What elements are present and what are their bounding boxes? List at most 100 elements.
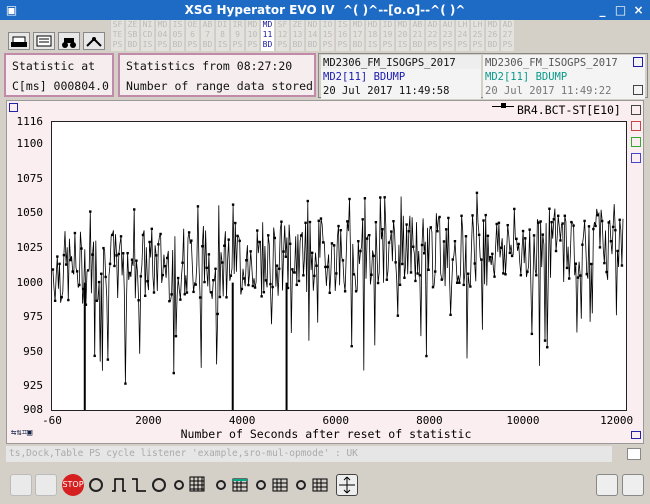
machine-cell-8[interactable]: IR 9 PS xyxy=(230,20,244,51)
pulse-icon[interactable] xyxy=(111,477,133,499)
screen-print-icon[interactable] xyxy=(33,32,55,50)
data-point xyxy=(517,242,520,246)
dot-icon[interactable] xyxy=(174,480,184,490)
dot-icon-3[interactable] xyxy=(256,480,266,490)
data-point xyxy=(128,271,132,275)
data-point xyxy=(297,279,301,283)
machine-cell-21[interactable]: AD 22 PS xyxy=(425,20,439,51)
maximize-icon[interactable]: □ xyxy=(614,3,627,17)
series-toggle-1[interactable] xyxy=(631,105,641,115)
data-point xyxy=(521,229,525,233)
machine-cell-9[interactable]: MD 10 PS xyxy=(245,20,259,51)
data-point xyxy=(319,217,323,220)
data-point xyxy=(390,230,393,233)
zoom-icon[interactable] xyxy=(9,103,18,112)
data-point xyxy=(229,274,233,277)
table-icon[interactable] xyxy=(232,476,254,498)
machine-cell-16[interactable]: MD 17 BD xyxy=(350,20,364,51)
machine-cell-3[interactable]: MD 04 PS xyxy=(155,20,169,51)
data-point xyxy=(539,220,542,223)
data-point xyxy=(324,265,327,269)
machine-cell-22[interactable]: AU 23 PS xyxy=(440,20,454,51)
machine-cell-2[interactable]: NI CD IS xyxy=(140,20,154,51)
machine-cell-text: IS xyxy=(397,40,408,49)
series-toggle-3[interactable] xyxy=(631,137,641,147)
machine-cell-text: IS xyxy=(367,40,378,49)
close-panel-icon[interactable] xyxy=(633,57,643,67)
y-tick-label: 950 xyxy=(23,344,43,358)
data-point xyxy=(524,237,527,240)
data-point xyxy=(174,334,178,338)
data-point xyxy=(357,239,360,243)
machine-cell-18[interactable]: ID 19 PS xyxy=(380,20,394,51)
data-point xyxy=(302,274,305,277)
machine-cell-12[interactable]: ZE 13 BD xyxy=(290,20,304,51)
machine-cell-7[interactable]: DI 8 IS xyxy=(215,20,229,51)
table-icon-3[interactable] xyxy=(312,476,334,498)
table-icon-2[interactable] xyxy=(272,476,294,498)
machine-cell-26[interactable]: AD 27 PS xyxy=(500,20,514,51)
machine-cell-0[interactable]: SF TE PS xyxy=(110,20,124,51)
zoom-fit-icon[interactable] xyxy=(336,474,358,496)
scope-icon[interactable] xyxy=(83,32,105,50)
dot-icon-4[interactable] xyxy=(296,480,306,490)
date-left: 20 Jul 2017 11:49:58 xyxy=(321,83,481,99)
forward-icon[interactable] xyxy=(35,474,57,496)
data-point xyxy=(278,267,281,270)
data-point xyxy=(491,252,494,256)
data-point xyxy=(346,220,349,223)
machine-cell-text: SB xyxy=(127,30,138,39)
machine-cell-19[interactable]: MD 20 IS xyxy=(395,20,409,51)
dot-icon-2[interactable] xyxy=(216,480,226,490)
machine-cell-text: 16 xyxy=(337,30,348,39)
machine-cell-4[interactable]: IS 05 BD xyxy=(170,20,184,51)
data-point xyxy=(119,235,123,238)
step-icon[interactable] xyxy=(131,477,153,499)
data-point xyxy=(447,216,450,220)
machine-cell-5[interactable]: OE 6 PS xyxy=(185,20,199,51)
grid-icon[interactable] xyxy=(189,476,211,498)
machine-cell-13[interactable]: ND 14 BD xyxy=(305,20,319,51)
machine-cell-15[interactable]: IS 16 PS xyxy=(335,20,349,51)
machine-cell-1[interactable]: ZE SB BD xyxy=(125,20,139,51)
stop-button[interactable]: STOP xyxy=(62,474,84,496)
machine-cell-text: MD xyxy=(262,20,273,29)
close-icon[interactable]: × xyxy=(633,3,644,17)
data-point xyxy=(315,264,318,267)
series-toggle-2[interactable] xyxy=(631,121,641,131)
cycle-icon[interactable] xyxy=(89,478,103,492)
tractor-icon[interactable] xyxy=(58,32,80,50)
minimize-icon[interactable]: _ xyxy=(599,3,606,17)
machine-cell-text: MD xyxy=(397,20,408,29)
settings-icon[interactable] xyxy=(596,474,618,496)
command-line[interactable]: ts,Dock,Table PS cycle listener 'example… xyxy=(6,446,612,462)
window-menu-icon[interactable]: ▣ xyxy=(5,3,18,17)
command-toggle-icon[interactable] xyxy=(627,448,641,460)
series-toggle-4[interactable] xyxy=(631,153,641,163)
machine-cell-11[interactable]: SF 12 PS xyxy=(275,20,289,51)
exit-icon[interactable] xyxy=(622,474,644,496)
machine-cell-20[interactable]: AB 21 BD xyxy=(410,20,424,51)
machine-cell-14[interactable]: IO 15 PS xyxy=(320,20,334,51)
machine-cell-23[interactable]: LH 24 PS xyxy=(455,20,469,51)
data-point xyxy=(82,287,85,291)
print-icon[interactable] xyxy=(8,32,30,50)
data-point xyxy=(231,203,235,206)
back-icon[interactable] xyxy=(10,474,32,496)
machine-cell-10[interactable]: MD 11 BD xyxy=(260,20,274,51)
data-point xyxy=(440,278,443,281)
scroll-icon[interactable] xyxy=(631,431,641,439)
machine-cell-text: BD xyxy=(307,40,318,49)
plot-area[interactable] xyxy=(51,121,627,411)
machine-cell-text: IS xyxy=(217,40,228,49)
machine-cell-24[interactable]: LH 25 PS xyxy=(470,20,484,51)
machine-cell-6[interactable]: AB 7 BD xyxy=(200,20,214,51)
circle-icon[interactable] xyxy=(152,478,166,492)
data-point xyxy=(376,281,380,285)
x-tick-label: -60 xyxy=(42,414,62,427)
data-point xyxy=(352,273,356,276)
plot-tools-icon[interactable]: ⇆⇅⌗▣ xyxy=(11,428,33,438)
machine-cell-17[interactable]: HD 18 IS xyxy=(365,20,379,51)
machine-cell-25[interactable]: MD 26 BD xyxy=(485,20,499,51)
resize-icon[interactable] xyxy=(633,85,643,95)
